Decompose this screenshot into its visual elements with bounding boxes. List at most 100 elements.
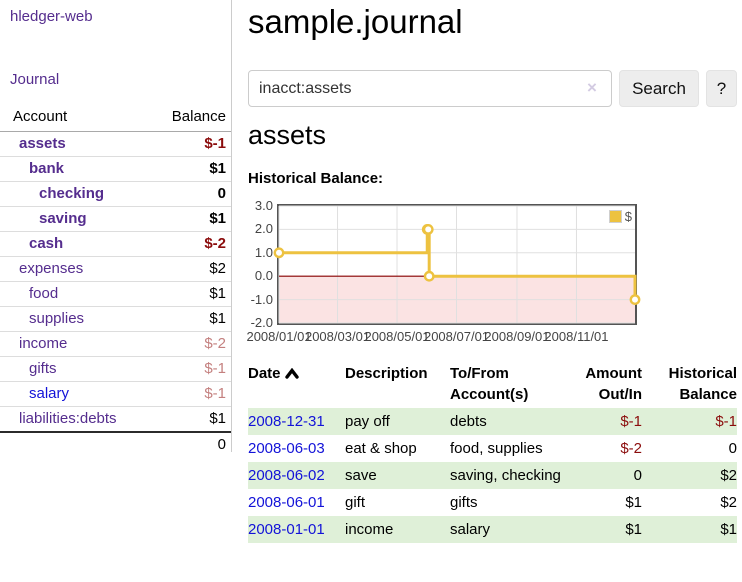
account-link[interactable]: food [29,285,59,302]
account-balance: $1 [209,210,226,227]
transaction-amount: 0 [633,467,642,484]
transaction-balance: 0 [728,440,737,457]
register-column-header: To/From Account(s) [450,365,529,403]
accounts-table-header: Account Balance [0,100,231,132]
account-balance: $-2 [204,235,226,252]
chart-canvas [273,205,641,324]
legend-swatch [608,210,622,223]
account-row: expenses $2 [0,257,231,282]
account-row: salary $-1 [0,382,231,407]
data-point-marker [423,270,435,282]
x-axis-tick-label: 2008/05/01 [364,329,430,344]
transaction-balance: $2 [720,467,737,484]
y-axis-tick-label: 2.0 [254,221,273,237]
y-axis-tick-label: 3.0 [254,198,273,213]
account-row: supplies $1 [0,307,231,332]
transaction-accounts: gifts [450,494,478,511]
account-link[interactable]: bank [29,160,65,177]
transaction-amount: $1 [625,494,642,511]
y-axis-tick-label: 1.0 [254,244,273,260]
transaction-description: gift [345,494,366,511]
register-table: Date Description To/From Account(s) Amount … [248,358,737,543]
account-link[interactable]: income [19,335,68,352]
transaction-date-link[interactable]: 2008-06-02 [248,467,325,484]
account-balance: $-1 [204,135,226,152]
x-axis-tick-label: 2008/03/01 [304,329,371,344]
account-balance: $1 [209,410,226,427]
transaction-description: eat & shop [345,440,417,457]
transaction-accounts: debts [450,413,487,430]
account-balance: $2 [209,260,226,277]
transaction-description: save [345,467,377,484]
page-title: sample.journal [248,3,463,40]
account-link[interactable]: checking [39,185,105,202]
chart-plot-area: $ [273,204,641,325]
account-link[interactable]: saving [39,210,87,227]
sidebar-item-journal[interactable]: Journal [10,71,60,88]
transaction-row: 2008-12-31 pay off debts $-1 $-1 [248,408,737,435]
x-axis-tick-label: 2008/01/01 [246,329,312,344]
account-link[interactable]: expenses [19,260,84,277]
register-column-header: Description [345,365,428,382]
accounts-total-row: 0 [0,432,231,457]
account-balance: $1 [209,160,226,177]
account-balance: $1 [209,285,226,302]
help-button[interactable]: ? [706,70,737,107]
account-link[interactable]: assets [19,135,66,152]
transaction-amount: $-1 [620,413,642,430]
x-axis-tick-label: 2008/07/01 [423,329,490,344]
x-axis-tick-label: 2008/11/01 [544,329,609,344]
sort-ascending-icon [284,368,299,379]
transaction-description: income [345,521,394,538]
data-point-marker [629,294,641,306]
register-column-header[interactable]: Date [248,358,345,408]
account-balance: $-2 [204,335,226,352]
transaction-balance: $2 [720,494,737,511]
y-axis-tick-label: 0.0 [254,268,273,284]
account-balance: 0 [217,185,226,202]
x-axis-tick-label: 2008/09/01 [484,329,550,344]
chart-legend: $ [608,209,632,224]
historical-balance-label: Historical Balance: [248,170,384,187]
app-brand-link[interactable]: hledger-web [10,8,93,25]
y-axis-tick-label: -1.0 [250,291,273,307]
account-link[interactable]: cash [29,235,64,252]
transaction-balance: $-1 [715,413,737,430]
account-row: gifts $-1 [0,357,231,382]
transaction-date-link[interactable]: 2008-06-01 [248,494,325,511]
transaction-description: pay off [345,413,390,430]
accounts-total-value: 0 [217,436,226,453]
transaction-row: 2008-06-01 gift gifts $1 $2 [248,489,737,516]
legend-label: $ [624,209,632,224]
account-link[interactable]: salary [29,385,70,402]
data-point-marker [273,247,285,259]
account-link[interactable]: gifts [29,360,57,377]
account-link[interactable]: supplies [29,310,85,327]
search-input[interactable] [248,70,612,107]
transaction-row: 2008-01-01 income salary $1 $1 [248,516,737,543]
historical-balance-chart: $ 3.0 2.0 1.0 0.0 -1.0 -2.0 2008/01/01 2008/03/… [246,194,742,352]
account-balance: $1 [209,310,226,327]
sidebar: hledger-web Journal Account Balance asse… [0,0,232,453]
search-form: × Search ? [248,70,742,107]
accounts-table: Account Balance assets $-1 bank $1 checking 0… [0,100,231,457]
transaction-row: 2008-06-03 eat & shop food, supplies $-2 0 [248,435,737,462]
account-row: saving $1 [0,207,231,232]
account-row: bank $1 [0,157,231,182]
data-point-marker [422,224,434,235]
account-balance: $-1 [204,385,226,402]
account-column-header: Account [13,108,68,125]
clear-search-icon[interactable]: × [587,78,597,97]
account-heading: assets [248,120,327,150]
y-axis-tick-label: -2.0 [250,315,273,330]
account-balance: $-1 [204,360,226,377]
search-button[interactable]: Search [619,70,699,107]
account-row: income $-2 [0,332,231,357]
account-row: assets $-1 [0,132,231,157]
transaction-date-link[interactable]: 2008-01-01 [248,521,325,538]
register-header-row: Date Description To/From Account(s) Amount … [248,358,737,408]
account-link[interactable]: liabilities:debts [19,410,117,427]
transaction-date-link[interactable]: 2008-06-03 [248,440,325,457]
transaction-date-link[interactable]: 2008-12-31 [248,413,325,430]
